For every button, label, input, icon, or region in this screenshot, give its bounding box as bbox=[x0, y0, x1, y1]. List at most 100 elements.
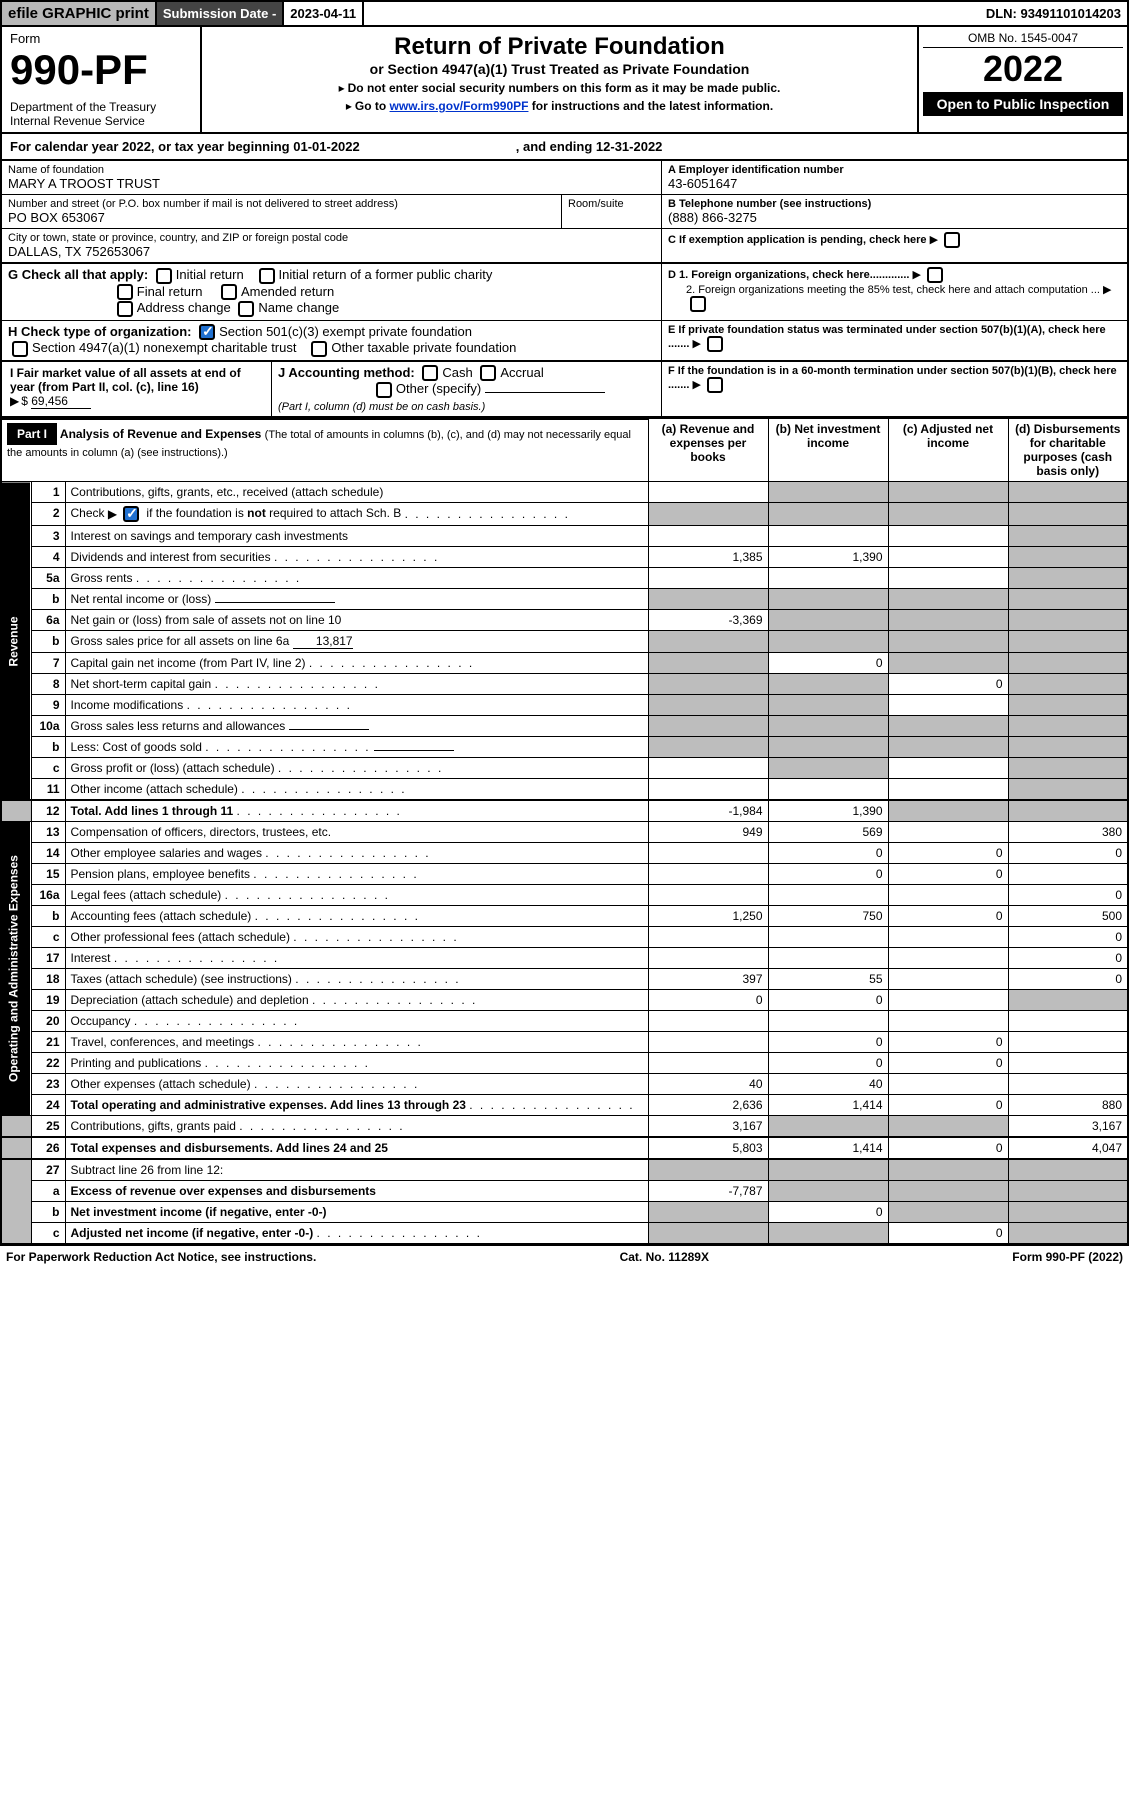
line-25-no: 25 bbox=[31, 1116, 65, 1138]
part1-title: Analysis of Revenue and Expenses bbox=[60, 427, 261, 441]
dept-treasury: Department of the Treasury Internal Reve… bbox=[10, 100, 192, 128]
g-initial-return[interactable] bbox=[156, 268, 172, 284]
g-amended[interactable] bbox=[221, 284, 237, 300]
footer-left: For Paperwork Reduction Act Notice, see … bbox=[6, 1250, 316, 1264]
line-13-no: 13 bbox=[31, 822, 65, 843]
line-14-b: 0 bbox=[768, 843, 888, 864]
line-6b-desc: Gross sales price for all assets on line… bbox=[71, 634, 290, 648]
line-3-no: 3 bbox=[31, 526, 65, 547]
line-21-b: 0 bbox=[768, 1032, 888, 1053]
line-23-no: 23 bbox=[31, 1074, 65, 1095]
ein-value: 43-6051647 bbox=[668, 176, 1121, 191]
line-7-b: 0 bbox=[768, 653, 888, 674]
line-9-desc: Income modifications bbox=[71, 698, 184, 712]
h-4947[interactable] bbox=[12, 341, 28, 357]
dln-value: 93491101014203 bbox=[1020, 6, 1121, 21]
line-23-a: 40 bbox=[648, 1074, 768, 1095]
d1-label: D 1. Foreign organizations, check here..… bbox=[668, 269, 909, 281]
j-other[interactable] bbox=[376, 382, 392, 398]
line-25-desc: Contributions, gifts, grants paid bbox=[71, 1119, 236, 1133]
cal-pre: For calendar year 2022, or tax year begi… bbox=[10, 139, 293, 154]
c-checkbox[interactable] bbox=[944, 232, 960, 248]
line-24-desc: Total operating and administrative expen… bbox=[71, 1098, 466, 1112]
line-15-desc: Pension plans, employee benefits bbox=[71, 867, 250, 881]
line-26-desc: Total expenses and disbursements. Add li… bbox=[71, 1141, 388, 1155]
g1-label: Initial return bbox=[176, 267, 244, 282]
line-24-b: 1,414 bbox=[768, 1095, 888, 1116]
line-14-d: 0 bbox=[1008, 843, 1128, 864]
identity-row-2: Number and street (or P.O. box number if… bbox=[0, 195, 1129, 229]
line-5b-desc: Net rental income or (loss) bbox=[71, 592, 212, 606]
form-header: Form 990-PF Department of the Treasury I… bbox=[0, 27, 1129, 134]
d1-checkbox[interactable] bbox=[927, 267, 943, 283]
g-address-change[interactable] bbox=[117, 301, 133, 317]
line-13-a: 949 bbox=[648, 822, 768, 843]
room-label: Room/suite bbox=[568, 198, 655, 210]
line-5a-desc: Gross rents bbox=[71, 571, 133, 585]
line-26-d: 4,047 bbox=[1008, 1137, 1128, 1159]
line-20-no: 20 bbox=[31, 1011, 65, 1032]
h2-label: Section 4947(a)(1) nonexempt charitable … bbox=[32, 340, 296, 355]
phone-value: (888) 866-3275 bbox=[668, 210, 1121, 225]
part1-label: Part I bbox=[7, 423, 57, 445]
e-checkbox[interactable] bbox=[707, 336, 723, 352]
line-22-c: 0 bbox=[888, 1053, 1008, 1074]
line-26-no: 26 bbox=[31, 1137, 65, 1159]
open-to-public: Open to Public Inspection bbox=[923, 92, 1123, 116]
g5-label: Address change bbox=[137, 300, 231, 315]
top-bar: efile GRAPHIC print Submission Date - 20… bbox=[0, 0, 1129, 27]
foundation-name: MARY A TROOST TRUST bbox=[8, 176, 655, 191]
line-6b-inline: 13,817 bbox=[293, 634, 353, 649]
form-number: 990-PF bbox=[10, 46, 192, 94]
g-final-return[interactable] bbox=[117, 284, 133, 300]
side-expenses: Operating and Administrative Expenses bbox=[1, 822, 31, 1116]
line-12-no: 12 bbox=[31, 800, 65, 822]
j-accrual[interactable] bbox=[480, 365, 496, 381]
line-2-checkbox[interactable] bbox=[123, 506, 139, 522]
line-13-desc: Compensation of officers, directors, tru… bbox=[65, 822, 648, 843]
line-4-no: 4 bbox=[31, 547, 65, 568]
e-label: E If private foundation status was termi… bbox=[668, 324, 1106, 350]
line-25-a: 3,167 bbox=[648, 1116, 768, 1138]
line-22-b: 0 bbox=[768, 1053, 888, 1074]
line-26-b: 1,414 bbox=[768, 1137, 888, 1159]
line-4-a: 1,385 bbox=[648, 547, 768, 568]
f-checkbox[interactable] bbox=[707, 377, 723, 393]
line-8-no: 8 bbox=[31, 674, 65, 695]
line-21-c: 0 bbox=[888, 1032, 1008, 1053]
efile-graphic-print[interactable]: efile GRAPHIC print bbox=[2, 2, 157, 25]
form-title: Return of Private Foundation bbox=[208, 33, 911, 61]
line-11-no: 11 bbox=[31, 779, 65, 801]
submission-date-label: Submission Date - bbox=[157, 2, 284, 25]
line-27b-b: 0 bbox=[768, 1202, 888, 1223]
line-27-no: 27 bbox=[31, 1159, 65, 1181]
h-501c3[interactable] bbox=[199, 324, 215, 340]
footer-right: Form 990-PF (2022) bbox=[1012, 1250, 1123, 1264]
line-12-b: 1,390 bbox=[768, 800, 888, 822]
calendar-year-row: For calendar year 2022, or tax year begi… bbox=[0, 134, 1129, 161]
j-cash[interactable] bbox=[422, 365, 438, 381]
line-24-c: 0 bbox=[888, 1095, 1008, 1116]
line-14-c: 0 bbox=[888, 843, 1008, 864]
line-19-desc: Depreciation (attach schedule) and deple… bbox=[71, 993, 309, 1007]
line-14-no: 14 bbox=[31, 843, 65, 864]
line-16b-c: 0 bbox=[888, 906, 1008, 927]
line-16c-no: c bbox=[31, 927, 65, 948]
line-23-desc: Other expenses (attach schedule) bbox=[71, 1077, 251, 1091]
d2-checkbox[interactable] bbox=[690, 296, 706, 312]
i-j-f-row: I Fair market value of all assets at end… bbox=[0, 362, 1129, 418]
line-26-c: 0 bbox=[888, 1137, 1008, 1159]
g-name-change[interactable] bbox=[238, 301, 254, 317]
line-4-b: 1,390 bbox=[768, 547, 888, 568]
line-5a-no: 5a bbox=[31, 568, 65, 589]
line-17-desc: Interest bbox=[71, 951, 111, 965]
line-16c-d: 0 bbox=[1008, 927, 1128, 948]
tax-year: 2022 bbox=[923, 48, 1123, 90]
g-initial-former[interactable] bbox=[259, 268, 275, 284]
col-c-header: (c) Adjusted net income bbox=[888, 419, 1008, 482]
irs-link[interactable]: www.irs.gov/Form990PF bbox=[390, 99, 529, 113]
h-other-taxable[interactable] bbox=[311, 341, 327, 357]
line-15-c: 0 bbox=[888, 864, 1008, 885]
col-b-header: (b) Net investment income bbox=[768, 419, 888, 482]
line-27c-desc: Adjusted net income (if negative, enter … bbox=[71, 1226, 314, 1240]
